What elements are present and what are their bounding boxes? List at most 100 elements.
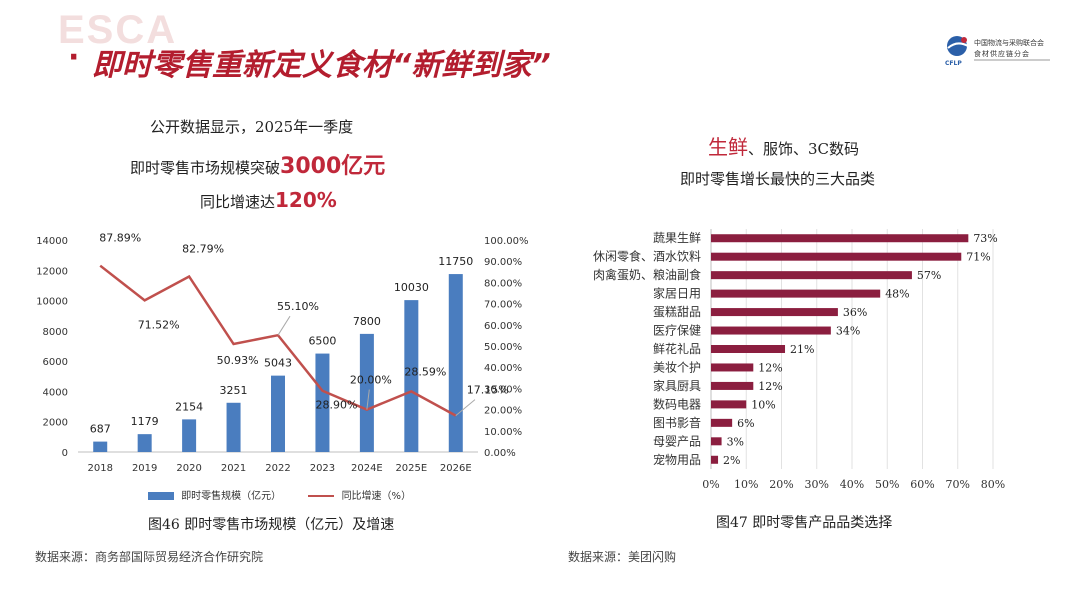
x-tick-label: 80% [981,478,1005,491]
category-bar [711,381,754,390]
y-left-tick: 2000 [43,418,68,429]
x-tick-label: 50% [875,478,899,491]
category-bar [711,363,754,372]
category-label: 肉禽蛋奶、粮油副食 [593,267,701,282]
left-chart-caption: 图46 即时零售市场规模（亿元）及增速 [148,517,395,533]
size-bar [359,333,374,452]
x-tick-label: 70% [946,478,970,491]
growth-leader-line [277,315,291,336]
logo-abbr: CFLP [945,60,962,67]
x-tick-label: 2019 [132,463,157,474]
x-tick-label: 2025E [395,463,427,474]
y-right-tick: 90.00% [484,257,522,268]
size-bar [315,353,330,452]
category-value-label: 2% [723,454,740,467]
category-label: 蛋糕甜品 [653,305,701,319]
x-tick-label: 10% [734,478,758,491]
category-bar [711,326,831,335]
left-intro-line1: 公开数据显示，2025年一季度 [150,118,354,136]
y-right-tick: 0.00% [484,448,516,459]
size-bar-label: 6500 [308,335,336,348]
x-tick-label: 2021 [221,463,246,474]
watermark: ESCA [58,8,178,52]
size-bar [404,300,419,452]
size-bar [182,419,197,452]
category-label: 休闲零食、酒水饮料 [593,249,701,264]
growth-point-label: 55.10% [277,300,319,313]
category-bar [711,400,747,409]
left-intro-line3: 同比增速达120% [200,188,337,212]
category-label: 家居日用 [653,286,701,301]
size-bar [271,375,285,452]
cflp-logo: 中国物流与采购联合会 食材供应链分会 CFLP [944,34,1054,68]
title-bullet: · [68,40,80,75]
category-bar [711,234,969,243]
y-right-tick: 80.00% [484,278,522,289]
legend-bar-label: 即时零售规模（亿元） [181,491,282,502]
y-left-tick: 14000 [36,236,68,247]
x-tick-label: 2020 [176,463,201,474]
growth-point-label: 20.00% [350,374,392,387]
left-intro-line2-text: 即时零售市场规模突破 [130,159,281,177]
legend-line-swatch [308,495,335,497]
growth-point-label: 50.93% [217,354,259,367]
category-bar [711,418,733,427]
y-right-tick: 50.00% [484,342,522,353]
category-chart: 0% 10% 20% 30% 40% 50% 60% 70% 80% 73% 蔬果生鲜 71% 休闲零食… [593,229,1005,491]
x-tick-label: 0% [702,478,719,491]
market-size-chart: 0 2000 4000 6000 8000 10000 12000 14000 0.00% 10.… [36,232,528,474]
growth-leader-line [366,389,370,410]
category-bar [711,455,719,464]
slide-title: 即时零售重新定义食材“新鲜到家” [92,48,551,83]
category-value-label: 6% [737,417,754,430]
left-chart-legend: 即时零售规模（亿元） 同比增速（%） [148,487,411,502]
category-bar [711,271,912,280]
category-value-label: 48% [885,288,909,301]
logo-rule [974,59,1050,61]
growth-point-label: 17.15% [467,384,509,397]
category-bar [711,345,786,353]
category-label: 图书影音 [653,415,701,430]
category-value-label: 34% [836,325,860,338]
legend-line-label: 同比增速（%） [341,491,412,502]
growth-point-label: 28.59% [404,365,446,378]
x-tick-label: 2022 [265,463,290,474]
category-value-label: 10% [751,398,775,411]
y-left-tick: 10000 [36,297,68,308]
category-value-label: 12% [758,361,782,374]
category-label: 鲜花礼品 [653,341,701,356]
growth-point-label: 28.90% [315,399,357,412]
left-intro-line3-text: 同比增速达 [200,193,276,211]
fresh-highlight: 生鲜 [708,135,748,159]
legend-bar-swatch [148,492,174,500]
category-label: 宠物用品 [653,452,701,467]
right-intro-line2: 即时零售增长最快的三大品类 [680,170,876,188]
y-left-tick: 0 [62,448,68,459]
size-bar [137,434,152,452]
size-bar-label: 3251 [220,384,248,397]
category-bar [711,252,962,261]
size-bar-label: 1179 [131,415,159,428]
right-chart-source: 数据来源：美团闪购 [568,550,677,564]
size-bar-label: 7800 [353,315,381,328]
y-left-tick: 8000 [43,327,68,338]
size-bar-label: 11750 [438,255,473,268]
size-bar-label: 2154 [175,400,203,413]
x-tick-label: 2023 [310,463,335,474]
growth-point-label: 82.79% [182,242,224,255]
market-size-highlight: 3000亿元 [280,154,386,179]
category-label: 数码电器 [653,396,701,411]
category-value-label: 57% [917,269,941,282]
y-right-tick: 60.00% [484,321,522,332]
x-tick-label: 30% [805,478,829,491]
y-left-tick: 6000 [43,357,68,368]
category-label: 美妆个护 [653,360,701,374]
size-bar [226,402,241,452]
x-tick-label: 40% [840,478,864,491]
size-bar-label: 5043 [264,357,292,370]
x-tick-label: 2024E [351,463,383,474]
y-right-tick: 10.00% [484,427,522,438]
logo-line2: 食材供应链分会 [974,50,1030,58]
globe-icon [947,36,969,56]
category-value-label: 36% [843,306,867,319]
